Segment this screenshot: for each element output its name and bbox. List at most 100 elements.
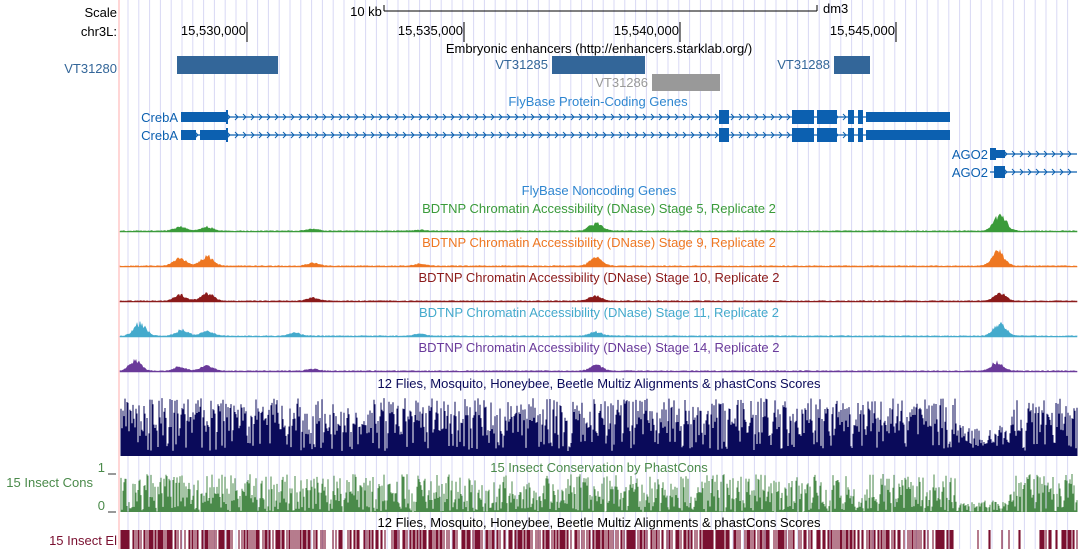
- strand-chevron: [666, 113, 671, 121]
- gene-label[interactable]: AGO2: [952, 147, 988, 162]
- chrom-label: chr3L:: [80, 24, 117, 39]
- strand-chevron: [274, 131, 279, 139]
- strand-chevron: [458, 131, 463, 139]
- multiz-track[interactable]: 12 Flies, Mosquito, Honeybee, Beetle Mul…: [120, 376, 1078, 456]
- strand-chevron: [498, 131, 503, 139]
- strand-chevron: [402, 113, 407, 121]
- strand-chevron: [242, 113, 247, 121]
- strand-chevron: [522, 113, 527, 121]
- gene-label[interactable]: CrebA: [141, 128, 178, 143]
- strand-chevron: [642, 131, 647, 139]
- track-title: BDTNP Chromatin Accessibility (DNase) St…: [419, 305, 779, 320]
- strand-chevron: [786, 131, 791, 139]
- gene-label[interactable]: CrebA: [141, 110, 178, 125]
- gene-model-ago2[interactable]: [990, 148, 1077, 160]
- strand-chevron: [762, 113, 767, 121]
- ruler-tick-label: 15,535,000: [398, 23, 463, 38]
- gene-label[interactable]: AGO2: [952, 165, 988, 180]
- strand-chevron: [434, 131, 439, 139]
- strand-chevron: [690, 131, 695, 139]
- strand-chevron: [634, 113, 639, 121]
- exon: [226, 110, 228, 124]
- dnase-stage9-track[interactable]: BDTNP Chromatin Accessibility (DNase) St…: [119, 235, 1078, 268]
- strand-chevron: [746, 131, 751, 139]
- strand-chevron: [282, 131, 287, 139]
- dnase-signal: [119, 213, 1078, 233]
- track-title: BDTNP Chromatin Accessibility (DNase) St…: [418, 340, 779, 355]
- strand-chevron: [698, 131, 703, 139]
- exon: [866, 130, 950, 140]
- track-title: 12 Flies, Mosquito, Honeybee, Beetle Mul…: [378, 376, 821, 391]
- strand-chevron: [274, 113, 279, 121]
- enhancer-feature[interactable]: [834, 56, 870, 74]
- ruler-tick-label: 15,530,000: [181, 23, 246, 38]
- insect-el-side-label[interactable]: 15 Insect El: [49, 533, 117, 548]
- strand-chevron: [370, 131, 375, 139]
- gene-model-ago2[interactable]: [990, 166, 1077, 178]
- strand-chevron: [362, 131, 367, 139]
- noncoding-genes-track-title[interactable]: FlyBase Noncoding Genes: [522, 183, 677, 198]
- protein-coding-genes-track[interactable]: FlyBase Protein-Coding Genes CrebA CrebA…: [141, 94, 1077, 180]
- strand-chevron: [298, 131, 303, 139]
- dnase-signal: [119, 358, 1078, 373]
- strand-chevron: [1059, 168, 1064, 176]
- gene-model-creba[interactable]: [181, 128, 950, 142]
- strand-chevron: [746, 113, 751, 121]
- strand-chevron: [706, 113, 711, 121]
- strand-chevron: [586, 131, 591, 139]
- gene-model-creba[interactable]: [181, 110, 950, 124]
- strand-chevron: [338, 131, 343, 139]
- strand-chevron: [586, 113, 591, 121]
- strand-chevron: [330, 113, 335, 121]
- dnase-signal: [119, 249, 1078, 268]
- strand-chevron: [1035, 150, 1040, 158]
- enhancer-label[interactable]: VT31288: [777, 57, 830, 72]
- enhancer-label-vt31280[interactable]: VT31280: [64, 61, 117, 76]
- strand-chevron: [530, 113, 535, 121]
- strand-chevron: [314, 131, 319, 139]
- strand-chevron: [666, 131, 671, 139]
- multiz-signal: [120, 398, 1078, 456]
- strand-chevron: [626, 131, 631, 139]
- ruler-tick-label: 15,540,000: [614, 23, 679, 38]
- strand-chevron: [234, 131, 239, 139]
- strand-chevron: [674, 113, 679, 121]
- exon: [994, 166, 1005, 178]
- strand-chevron: [754, 131, 759, 139]
- strand-chevron: [650, 131, 655, 139]
- strand-chevron: [658, 113, 663, 121]
- enhancer-feature[interactable]: [652, 74, 720, 91]
- strand-chevron: [538, 113, 543, 121]
- insect-cons-track[interactable]: 15 Insect Conservation by PhastCons: [108, 460, 1078, 513]
- strand-chevron: [578, 113, 583, 121]
- dnase-stage14-track[interactable]: BDTNP Chromatin Accessibility (DNase) St…: [119, 340, 1078, 373]
- base-position-ruler[interactable]: 10 kb dm3 15,530,000 15,535,000 15,540,0…: [181, 1, 897, 42]
- strand-chevron: [442, 131, 447, 139]
- dnase-stage10-track[interactable]: BDTNP Chromatin Accessibility (DNase) St…: [119, 270, 1078, 303]
- enhancer-feature[interactable]: [552, 56, 645, 74]
- strand-chevron: [682, 131, 687, 139]
- insect-cons-side-label[interactable]: 15 Insect Cons: [6, 475, 93, 490]
- strand-chevron: [698, 113, 703, 121]
- strand-chevron: [410, 131, 415, 139]
- dnase-signal: [119, 292, 1078, 303]
- strand-chevron: [322, 131, 327, 139]
- strand-chevron: [378, 131, 383, 139]
- insect-el-track[interactable]: 12 Flies, Mosquito, Honeybee, Beetle Mul…: [120, 515, 1078, 549]
- enhancer-label[interactable]: VT31286: [595, 75, 648, 90]
- track-title: 12 Flies, Mosquito, Honeybee, Beetle Mul…: [378, 515, 821, 530]
- enhancer-feature[interactable]: [177, 56, 278, 74]
- strand-chevron: [602, 131, 607, 139]
- enhancer-label[interactable]: VT31285: [495, 57, 548, 72]
- strand-chevron: [250, 131, 255, 139]
- exon: [817, 128, 837, 142]
- strand-chevron: [242, 131, 247, 139]
- dnase-stage11-track[interactable]: BDTNP Chromatin Accessibility (DNase) St…: [119, 305, 1078, 338]
- strand-chevron: [362, 113, 367, 121]
- enhancers-track[interactable]: Embryonic enhancers (http://enhancers.st…: [177, 41, 870, 91]
- strand-chevron: [474, 131, 479, 139]
- strand-chevron: [402, 131, 407, 139]
- dnase-stage5-track[interactable]: BDTNP Chromatin Accessibility (DNase) St…: [119, 201, 1078, 233]
- strand-chevron: [706, 131, 711, 139]
